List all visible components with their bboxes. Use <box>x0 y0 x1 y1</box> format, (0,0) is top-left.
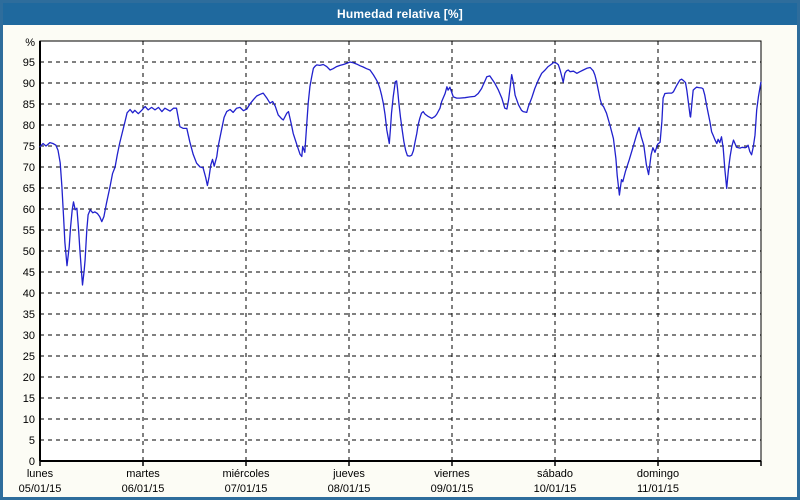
weekday-label: miércoles <box>222 468 270 480</box>
date-label: 08/01/15 <box>328 483 371 495</box>
svg-text:25: 25 <box>23 351 35 363</box>
chart-titlebar: Humedad relativa [%] <box>3 3 797 25</box>
svg-text:10: 10 <box>23 414 35 426</box>
date-label: 09/01/15 <box>431 483 474 495</box>
y-axis-unit-label: % <box>25 37 35 49</box>
svg-text:20: 20 <box>23 372 35 384</box>
date-label: 11/01/15 <box>637 483 679 495</box>
svg-text:75: 75 <box>23 141 35 153</box>
date-label: 06/01/15 <box>122 483 165 495</box>
svg-text:35: 35 <box>23 309 35 321</box>
humidity-chart: 0 5 10 15 20 25 30 35 40 45 50 55 60 65 70 75 80 85 90 95% l… <box>19 37 762 495</box>
svg-text:15: 15 <box>23 393 35 405</box>
svg-text:40: 40 <box>23 288 35 300</box>
chart-title: Humedad relativa [%] <box>336 7 464 21</box>
svg-text:55: 55 <box>23 225 35 237</box>
svg-text:95: 95 <box>23 57 35 69</box>
svg-text:70: 70 <box>23 162 35 174</box>
svg-text:60: 60 <box>23 204 35 216</box>
svg-text:85: 85 <box>23 99 35 111</box>
date-label: 07/01/15 <box>225 483 268 495</box>
svg-text:30: 30 <box>23 330 35 342</box>
weekday-label: lunes <box>27 468 54 480</box>
weekday-label: domingo <box>637 468 679 480</box>
y-axis-labels: 0 5 10 15 20 25 30 35 40 45 50 55 60 65 70 75 80 85 90 95 <box>23 57 35 468</box>
weekday-label: viernes <box>434 468 470 480</box>
weekday-label: sábado <box>537 468 573 480</box>
x-axis-ticks <box>39 461 762 466</box>
chart-area: 0 5 10 15 20 25 30 35 40 45 50 55 60 65 70 75 80 85 90 95% l… <box>3 25 797 497</box>
svg-text:90: 90 <box>23 78 35 90</box>
weekday-label: jueves <box>332 468 365 480</box>
svg-text:65: 65 <box>23 183 35 195</box>
svg-text:80: 80 <box>23 120 35 132</box>
svg-text:0: 0 <box>29 456 35 468</box>
gridlines <box>40 41 761 461</box>
date-label: 10/01/15 <box>534 483 577 495</box>
x-axis-labels: lunes 05/01/15 martes 06/01/15 miércoles 07/0… <box>19 468 680 495</box>
svg-text:45: 45 <box>23 267 35 279</box>
svg-text:5: 5 <box>29 435 35 447</box>
date-label: 05/01/15 <box>19 483 62 495</box>
weekday-label: martes <box>126 468 160 480</box>
humidity-line <box>39 61 762 286</box>
svg-text:50: 50 <box>23 246 35 258</box>
